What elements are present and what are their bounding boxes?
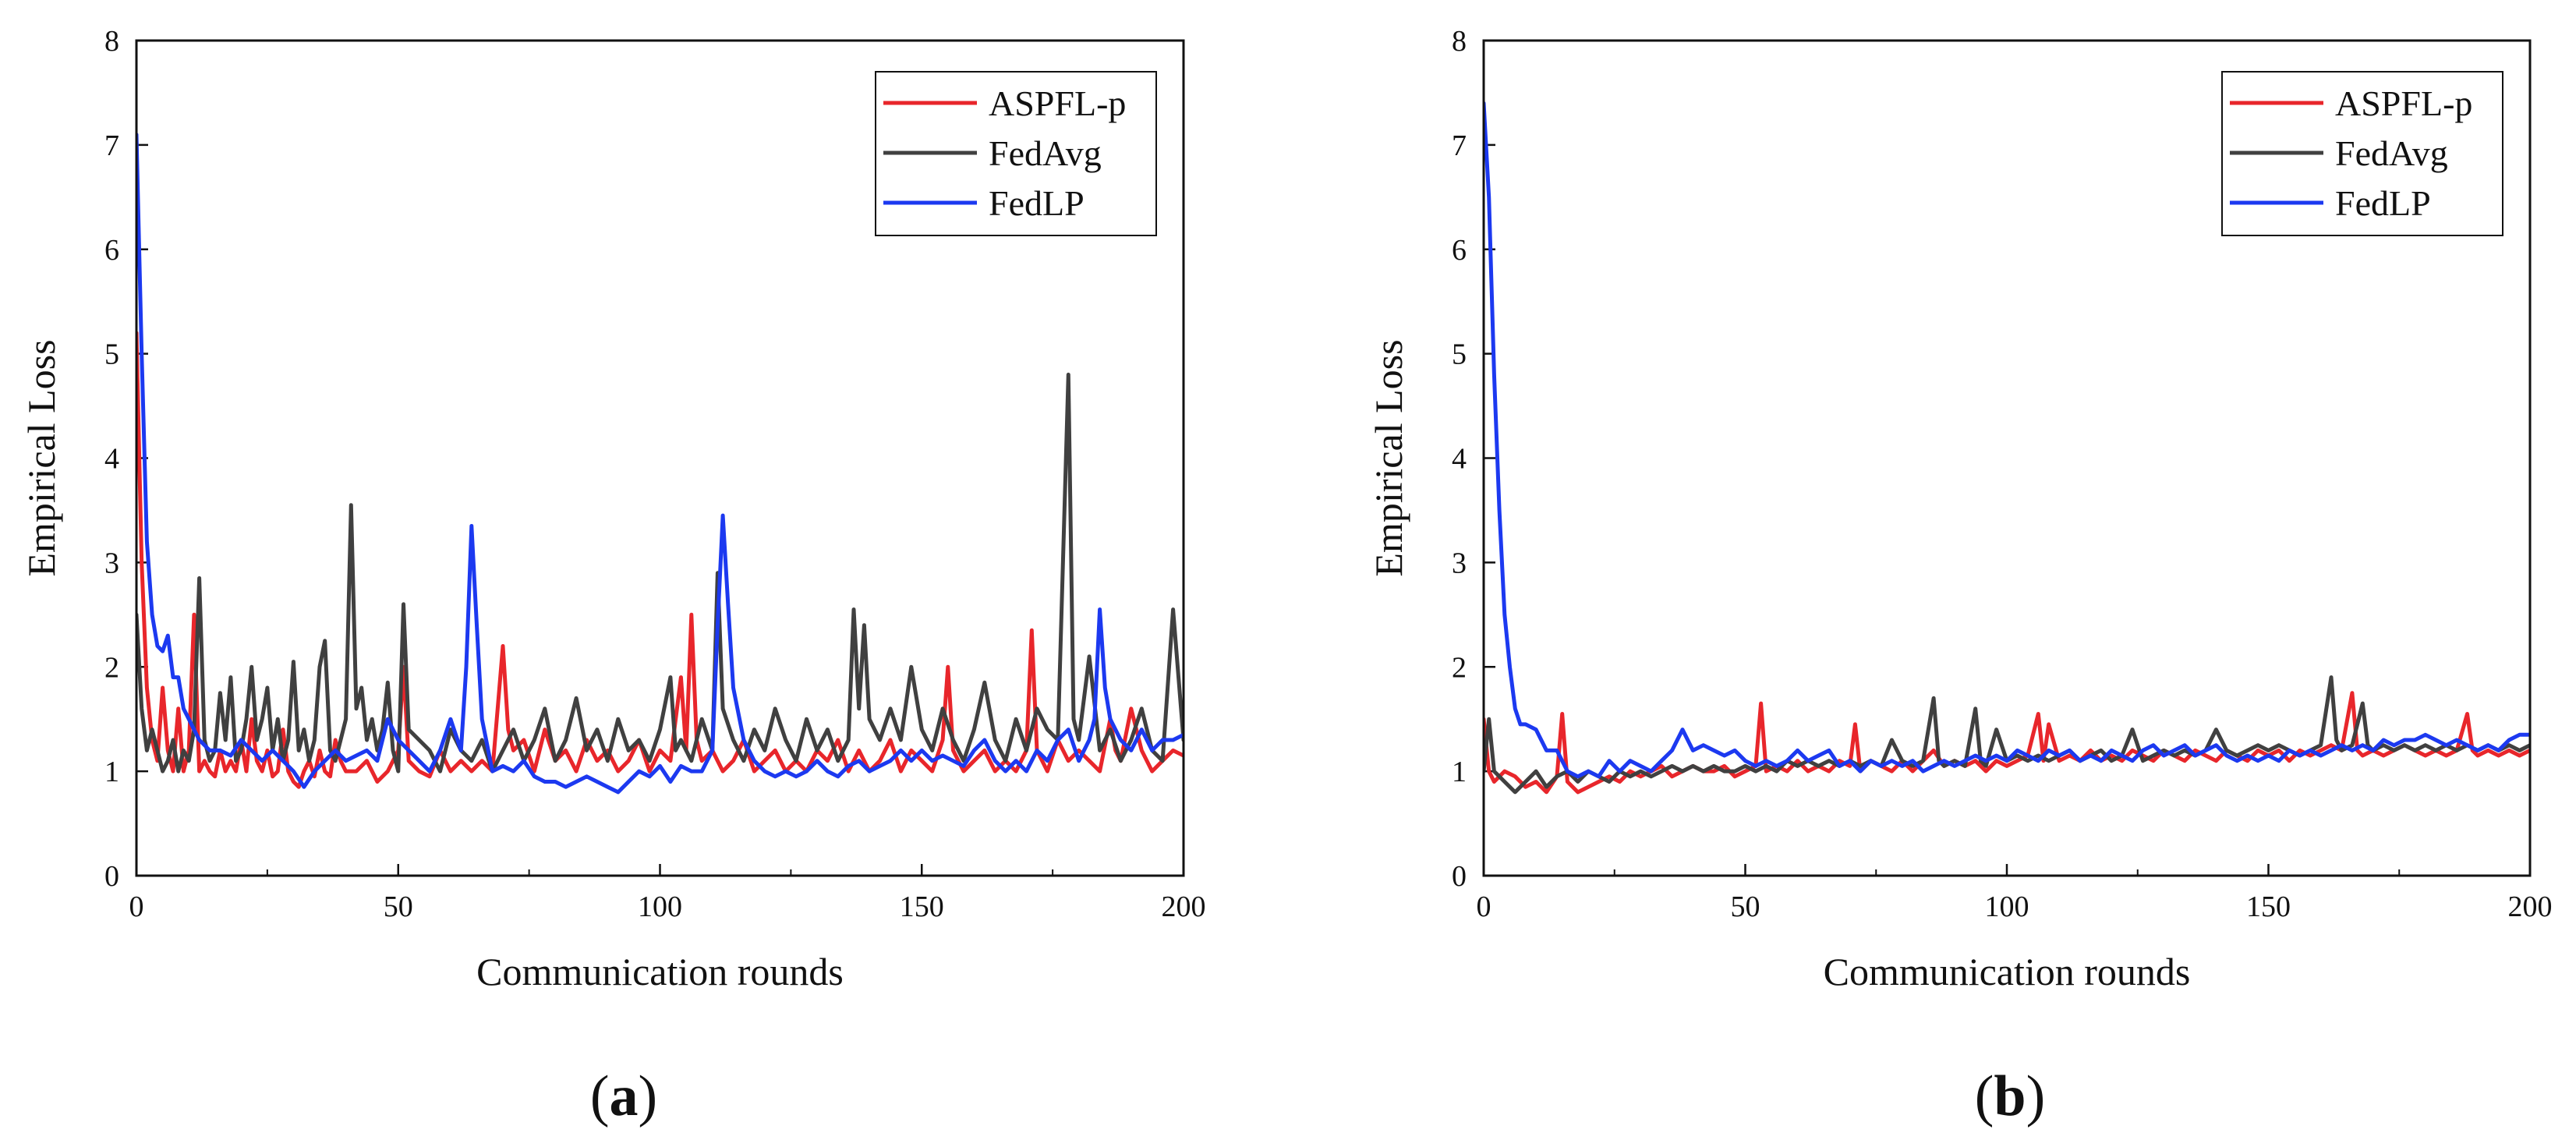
x-tick-label: 0	[1477, 890, 1491, 923]
series-line-aspfl-p	[136, 331, 1184, 789]
x-tick-label: 150	[2246, 890, 2291, 923]
series-line-fedavg	[1484, 675, 2530, 795]
x-tick-label: 150	[900, 890, 944, 923]
legend: ASPFL-p FedAvg FedLP	[875, 71, 1157, 236]
panel-label-close: )	[2026, 1064, 2046, 1128]
x-axis-title: Communication rounds	[1824, 950, 2191, 993]
y-tick-label: 0	[104, 860, 119, 893]
y-tick-label: 3	[104, 547, 119, 579]
y-tick-label: 6	[104, 234, 119, 267]
series-line-fedavg	[136, 372, 1184, 774]
y-tick-label: 7	[1452, 129, 1467, 162]
legend-label: FedLP	[989, 183, 1085, 223]
legend-label: FedAvg	[2335, 133, 2448, 173]
panel-label: (a)	[590, 1064, 657, 1128]
series-line-fedlp	[1484, 101, 2530, 779]
series-group	[1484, 101, 2530, 795]
panel-label-letter: b	[1994, 1064, 2026, 1128]
series-line-aspfl-p	[1484, 691, 2530, 795]
series-line-fedlp	[136, 133, 1184, 795]
y-axis-title: Empirical Loss	[1367, 339, 1410, 576]
x-tick-label: 100	[1985, 890, 2029, 923]
x-tick-label: 0	[129, 890, 144, 923]
panel-label-open: (	[590, 1064, 610, 1128]
legend-label: ASPFL-p	[2335, 83, 2472, 123]
y-tick-label: 3	[1452, 547, 1467, 579]
y-tick-label: 8	[104, 25, 119, 58]
y-tick-label: 0	[1452, 860, 1467, 893]
legend-label: FedAvg	[989, 133, 1102, 173]
x-tick-label: 50	[1731, 890, 1760, 923]
panel-label-close: )	[639, 1064, 658, 1128]
legend: ASPFL-p FedAvg FedLP	[2221, 71, 2503, 236]
plot-frame	[1482, 39, 2532, 877]
y-axis-title: Empirical Loss	[19, 339, 63, 576]
y-tick-label: 4	[104, 443, 119, 476]
x-tick-label: 200	[2508, 890, 2553, 923]
panel-label-letter: a	[610, 1064, 639, 1128]
y-tick-label: 4	[1452, 443, 1467, 476]
x-axis-title: Communication rounds	[476, 950, 844, 993]
y-tick-label: 2	[1452, 651, 1467, 684]
x-tick-label: 50	[384, 890, 413, 923]
chart-panel-b: 0 50 100 150 200 0 1 2 3 4 5 6 7 8 Communication round…	[1367, 25, 2553, 1128]
panel-label-open: (	[1975, 1064, 1994, 1128]
y-tick-label: 1	[1452, 756, 1467, 788]
y-tick-label: 7	[104, 129, 119, 162]
y-tick-label: 8	[1452, 25, 1467, 58]
legend-label: ASPFL-p	[989, 83, 1126, 123]
series-group	[136, 133, 1184, 795]
plot-frame	[135, 39, 1185, 877]
y-tick-label: 2	[104, 651, 119, 684]
y-tick-label: 5	[104, 338, 119, 371]
x-tick-label: 200	[1162, 890, 1206, 923]
legend-label: FedLP	[2335, 183, 2431, 223]
y-tick-label: 5	[1452, 338, 1467, 371]
y-tick-label: 1	[104, 756, 119, 788]
x-tick-label: 100	[638, 890, 682, 923]
y-tick-label: 6	[1452, 234, 1467, 267]
panel-label: (b)	[1975, 1064, 2045, 1128]
chart-panel-a: 0 50 100 150 200 0 1 2 3 4 5 6 7 8 Communication round…	[19, 25, 1206, 1128]
